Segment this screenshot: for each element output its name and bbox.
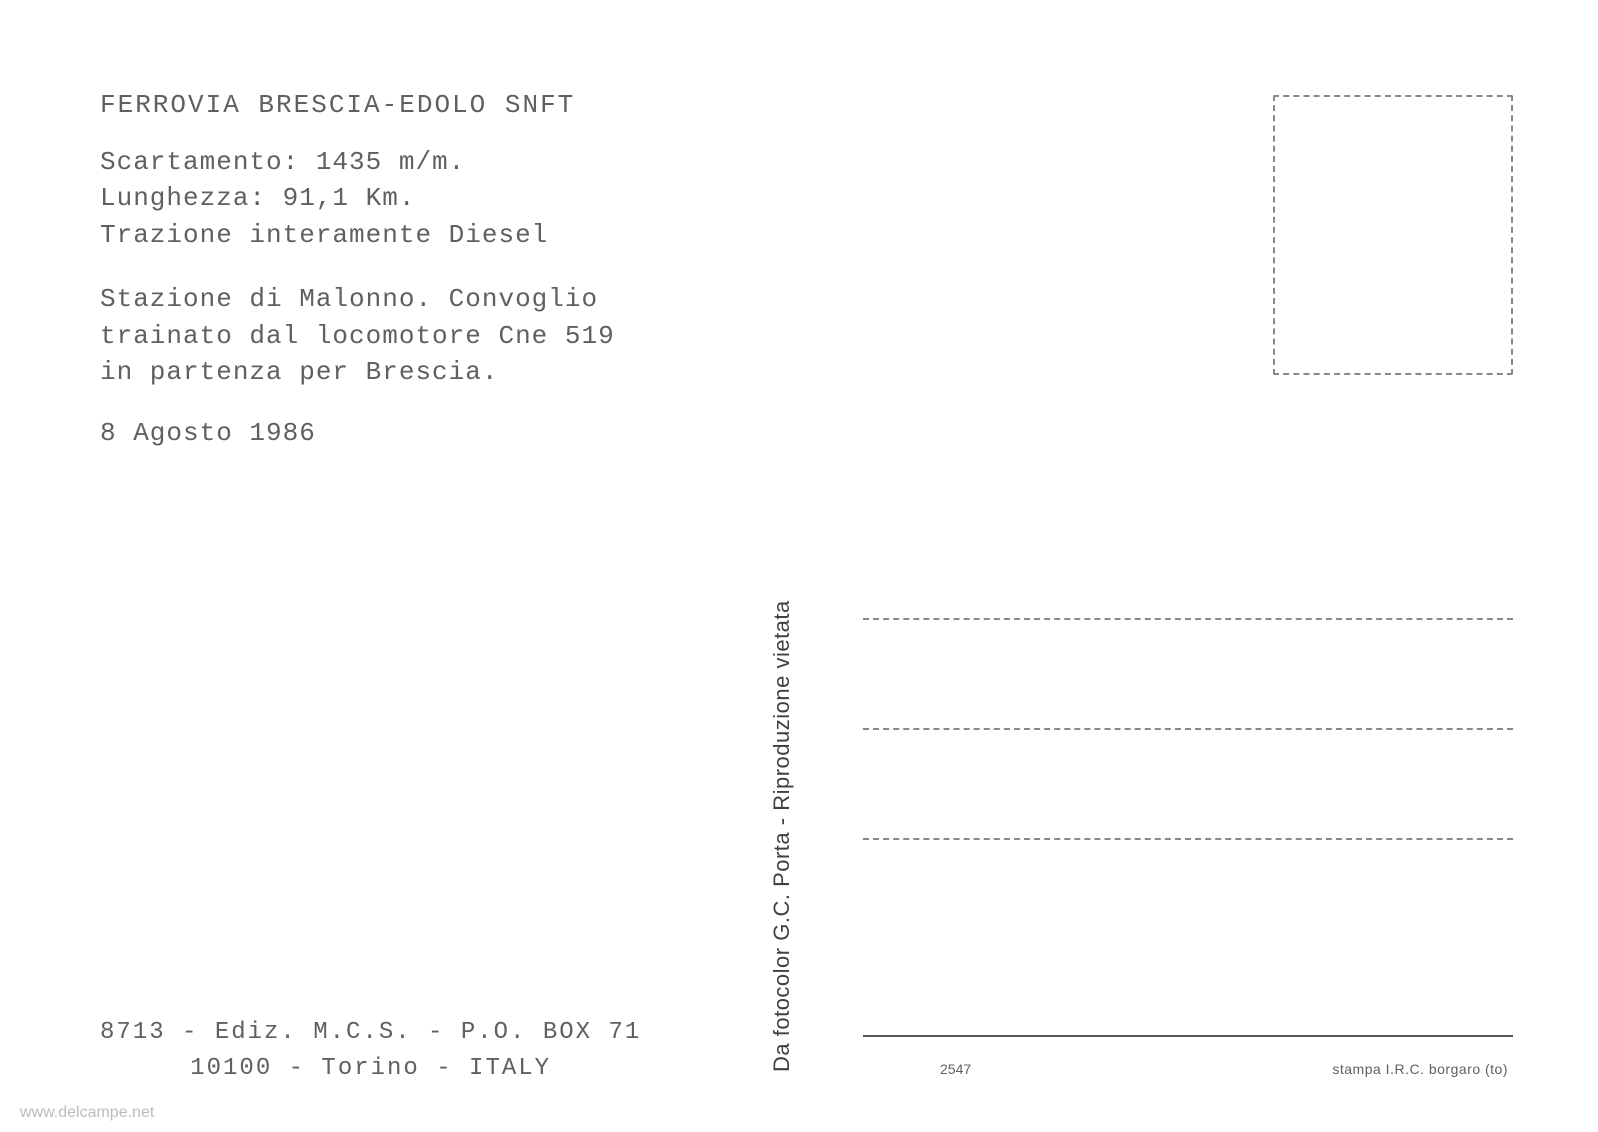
left-text-panel: FERROVIA BRESCIA-EDOLO SNFT Scartamento:… — [100, 90, 720, 448]
bottom-rule — [863, 1035, 1513, 1037]
stamp-placeholder — [1273, 95, 1513, 375]
spec-traction: Trazione interamente Diesel — [100, 217, 720, 253]
print-number: 2547 — [940, 1061, 971, 1077]
watermark: www.delcampe.net — [20, 1104, 154, 1122]
photo-credit-vertical: Da fotocolor G.C. Porta - Riproduzione v… — [769, 600, 795, 1072]
publisher-line-1: 8713 - Ediz. M.C.S. - P.O. BOX 71 — [100, 1015, 641, 1051]
postcard-back: FERROVIA BRESCIA-EDOLO SNFT Scartamento:… — [0, 0, 1598, 1132]
photo-date: 8 Agosto 1986 — [100, 418, 720, 448]
address-line-1 — [863, 510, 1513, 620]
specifications: Scartamento: 1435 m/m. Lunghezza: 91,1 K… — [100, 144, 720, 253]
desc-line-2: trainato dal locomotore Cne 519 — [100, 318, 720, 354]
railway-title: FERROVIA BRESCIA-EDOLO SNFT — [100, 90, 720, 120]
spec-gauge: Scartamento: 1435 m/m. — [100, 144, 720, 180]
description: Stazione di Malonno. Convoglio trainato … — [100, 281, 720, 390]
spec-length: Lunghezza: 91,1 Km. — [100, 180, 720, 216]
address-line-3 — [863, 730, 1513, 840]
publisher-line-2: 10100 - Torino - ITALY — [100, 1051, 641, 1087]
desc-line-1: Stazione di Malonno. Convoglio — [100, 281, 720, 317]
printer-credit: stampa I.R.C. borgaro (to) — [1332, 1061, 1508, 1077]
publisher-info: 8713 - Ediz. M.C.S. - P.O. BOX 71 10100 … — [100, 1015, 641, 1087]
address-area — [863, 510, 1513, 950]
address-line-2 — [863, 620, 1513, 730]
address-line-4 — [863, 840, 1513, 950]
desc-line-3: in partenza per Brescia. — [100, 354, 720, 390]
